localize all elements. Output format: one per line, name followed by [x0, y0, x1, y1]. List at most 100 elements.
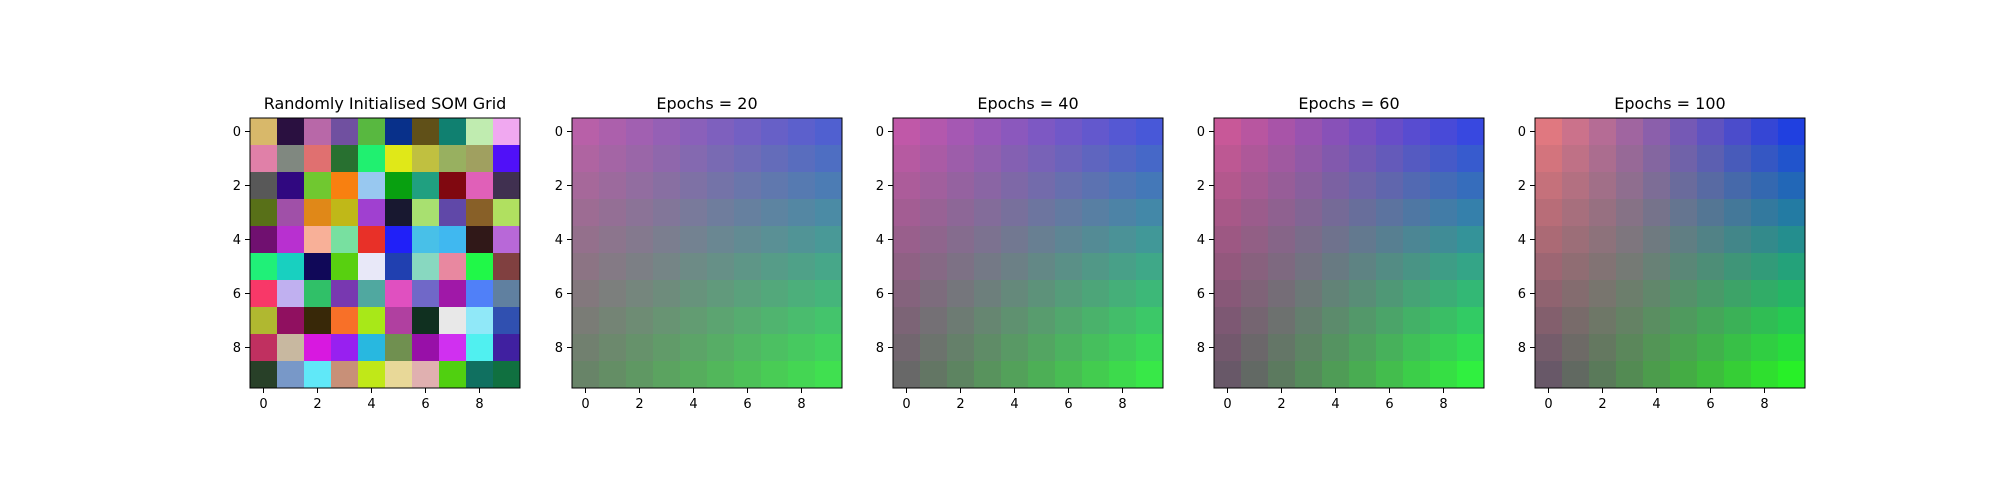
grid-cell — [1349, 307, 1377, 335]
grid-cell — [815, 334, 843, 362]
grid-cell — [815, 280, 843, 308]
grid-cell — [1457, 307, 1485, 335]
grid-cell — [1214, 361, 1242, 389]
grid-cell — [1724, 361, 1752, 389]
grid-cell — [1001, 172, 1029, 200]
grid-cell — [572, 280, 600, 308]
grid-cell — [1028, 280, 1056, 308]
y-tick-label: 4 — [876, 233, 884, 248]
x-tick-label: 8 — [1118, 397, 1126, 412]
grid-cell — [1055, 361, 1083, 389]
grid-cell — [493, 280, 521, 308]
grid-cell — [734, 253, 762, 281]
grid-cell — [761, 280, 789, 308]
grid-cell — [1430, 172, 1458, 200]
grid-cell — [1376, 280, 1404, 308]
grid-cell — [1403, 361, 1431, 389]
grid-cell — [358, 145, 386, 173]
grid-cell — [947, 118, 975, 146]
grid-cell — [1055, 145, 1083, 173]
grid-cell — [439, 280, 467, 308]
grid-cell — [1724, 334, 1752, 362]
grid-cell — [1349, 172, 1377, 200]
grid-cell — [1535, 307, 1563, 335]
x-tick-label: 6 — [743, 397, 751, 412]
grid-cell — [653, 118, 681, 146]
y-tick-label: 8 — [1518, 341, 1526, 356]
grid-cell — [1670, 334, 1698, 362]
grid-cell — [466, 334, 494, 362]
grid-cell — [815, 361, 843, 389]
grid-cell — [653, 145, 681, 173]
x-tick-label: 6 — [1064, 397, 1072, 412]
grid-cell — [358, 361, 386, 389]
grid-cell — [974, 199, 1002, 227]
grid-cell — [1001, 199, 1029, 227]
grid-cell — [572, 253, 600, 281]
grid-cell — [1751, 307, 1779, 335]
y-tick-label: 0 — [1197, 125, 1205, 140]
grid-cell — [1778, 145, 1806, 173]
grid-cell — [626, 145, 654, 173]
grid-cell — [1670, 253, 1698, 281]
grid-cell — [1697, 172, 1725, 200]
panel-title: Epochs = 20 — [656, 94, 757, 113]
grid-cell — [1241, 172, 1269, 200]
grid-cell — [788, 253, 816, 281]
axes-frame — [1534, 117, 1806, 389]
grid-cell — [1403, 172, 1431, 200]
x-tick-label: 4 — [1652, 397, 1660, 412]
grid-cell — [358, 280, 386, 308]
grid-cell — [277, 226, 305, 254]
grid-cell — [893, 172, 921, 200]
grid-cell — [1778, 307, 1806, 335]
grid-cell — [385, 226, 413, 254]
y-tick-label: 2 — [233, 179, 241, 194]
y-tick-label: 6 — [876, 287, 884, 302]
grid-cell — [1295, 199, 1323, 227]
grid-cell — [788, 145, 816, 173]
grid-cell — [439, 118, 467, 146]
x-tick-label: 0 — [1223, 397, 1231, 412]
grid-cell — [1724, 118, 1752, 146]
grid-cell — [1241, 199, 1269, 227]
grid-cell — [493, 253, 521, 281]
grid-cell — [734, 307, 762, 335]
grid-cell — [412, 118, 440, 146]
grid-cell — [893, 226, 921, 254]
grid-cell — [1616, 361, 1644, 389]
grid-cell — [788, 226, 816, 254]
grid-cell — [1001, 307, 1029, 335]
y-tick-label: 6 — [1518, 287, 1526, 302]
grid-cell — [1349, 334, 1377, 362]
grid-cell — [1589, 172, 1617, 200]
grid-cell — [1109, 172, 1137, 200]
grid-cell — [815, 145, 843, 173]
grid-cell — [1055, 253, 1083, 281]
grid-cell — [1562, 280, 1590, 308]
grid-cell — [734, 280, 762, 308]
grid-cell — [707, 226, 735, 254]
grid-cell — [1724, 307, 1752, 335]
grid-cell — [1643, 145, 1671, 173]
grid-cell — [1322, 280, 1350, 308]
grid-cell — [974, 145, 1002, 173]
grid-cell — [653, 361, 681, 389]
grid-cell — [1082, 253, 1110, 281]
grid-cell — [1751, 334, 1779, 362]
grid-cell — [653, 307, 681, 335]
grid-cell — [1430, 361, 1458, 389]
grid-cell — [493, 199, 521, 227]
grid-cell — [1028, 307, 1056, 335]
grid-cell — [1643, 307, 1671, 335]
x-tick-label: 0 — [581, 397, 589, 412]
grid-cell — [1376, 118, 1404, 146]
grid-cell — [1001, 226, 1029, 254]
grid-cell — [974, 280, 1002, 308]
grid-cell — [626, 118, 654, 146]
grid-cell — [1697, 145, 1725, 173]
grid-cell — [920, 118, 948, 146]
grid-cell — [572, 199, 600, 227]
grid-cell — [250, 118, 278, 146]
grid-cell — [1241, 145, 1269, 173]
